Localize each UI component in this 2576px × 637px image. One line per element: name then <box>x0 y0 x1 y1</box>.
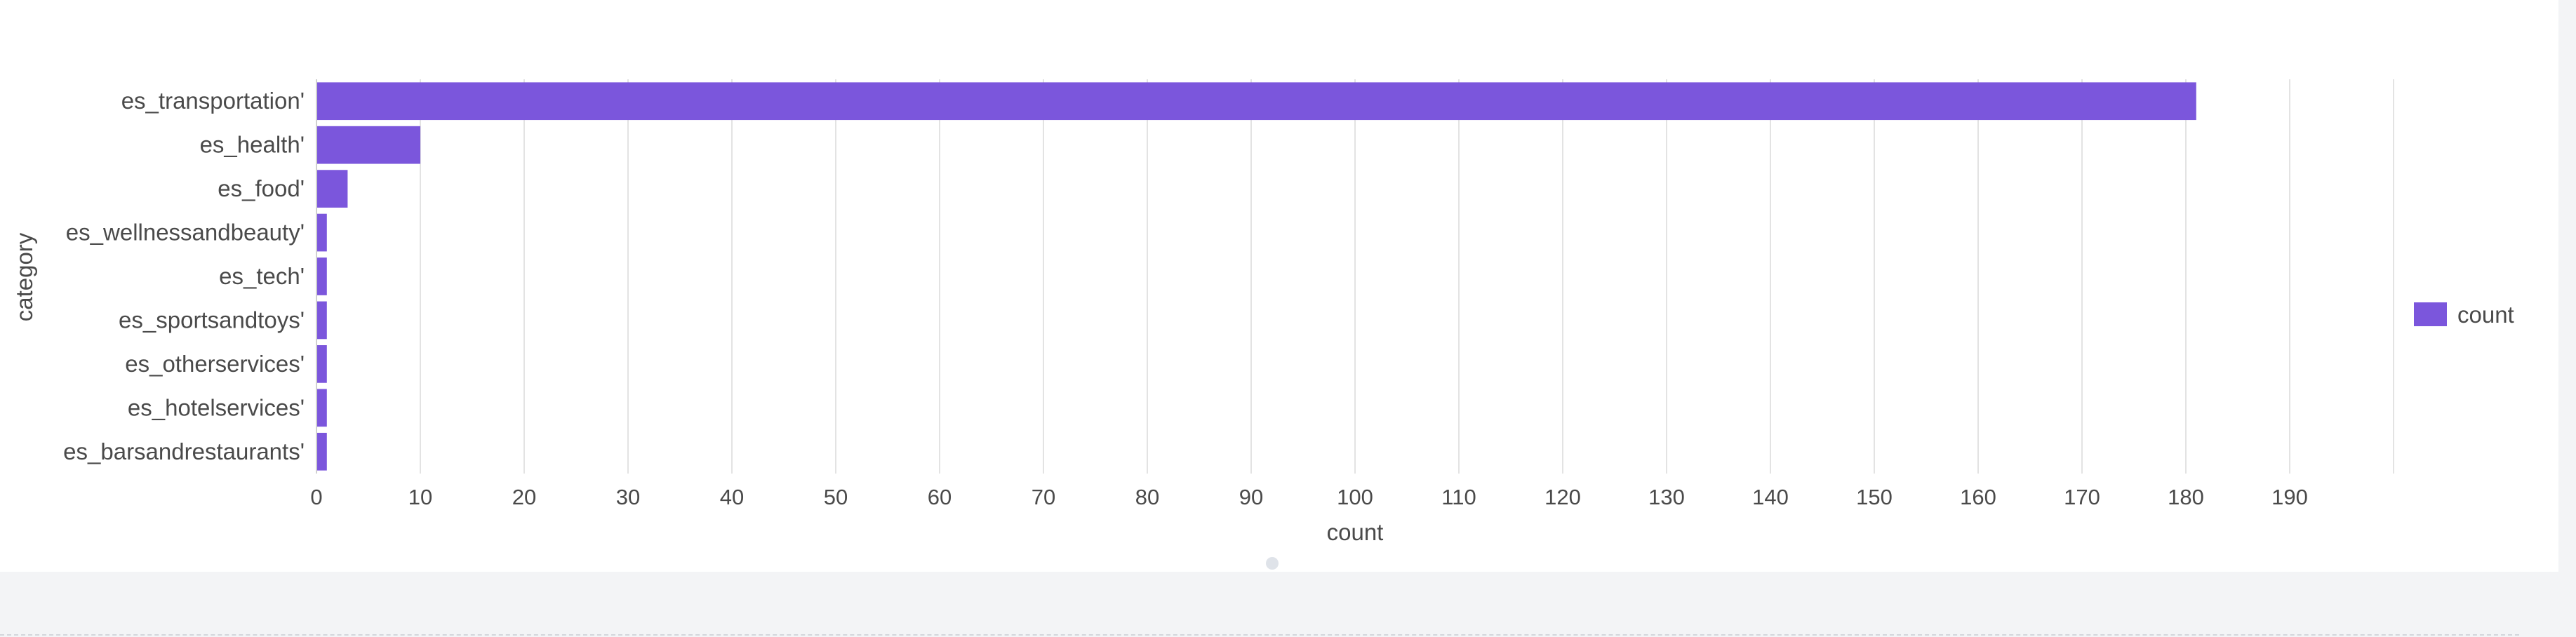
bar[interactable] <box>316 432 327 471</box>
x-tick-label: 100 <box>1337 485 1373 509</box>
y-tick-label: es_wellnessandbeauty' <box>66 220 305 246</box>
y-tick-label: es_otherservices' <box>125 351 305 377</box>
x-tick-label: 160 <box>1960 485 1996 509</box>
y-tick-label: es_barsandrestaurants' <box>63 438 305 464</box>
bar-chart: es_transportation' es_health' es_food' es_w… <box>11 79 2514 545</box>
grid-lines <box>420 79 2394 474</box>
bar[interactable] <box>316 345 327 383</box>
x-tick-label: 30 <box>616 485 640 509</box>
scrollbar-track[interactable] <box>2558 0 2576 572</box>
x-tick-label: 110 <box>1441 485 1476 509</box>
y-tick-labels: es_transportation' es_health' es_food' es_w… <box>63 88 305 464</box>
y-tick-label: es_hotelservices' <box>128 394 305 420</box>
legend[interactable]: count <box>2414 302 2514 328</box>
y-tick-label: es_health' <box>200 132 305 158</box>
x-tick-label: 60 <box>928 485 952 509</box>
x-tick-label: 180 <box>2168 485 2204 509</box>
bar[interactable] <box>316 257 327 295</box>
y-tick-label: es_transportation' <box>121 88 305 114</box>
x-tick-label: 0 <box>310 485 322 509</box>
y-tick-label: es_food' <box>218 175 305 201</box>
bar[interactable] <box>316 213 327 252</box>
x-tick-label: 10 <box>408 485 432 509</box>
x-tick-label: 190 <box>2271 485 2308 509</box>
x-tick-label: 20 <box>512 485 536 509</box>
bar[interactable] <box>316 170 348 208</box>
bar[interactable] <box>316 389 327 427</box>
x-tick-label: 140 <box>1752 485 1789 509</box>
y-axis-title: category <box>11 232 37 321</box>
bar[interactable] <box>316 82 2196 121</box>
x-tick-label: 50 <box>824 485 848 509</box>
x-tick-label: 130 <box>1648 485 1685 509</box>
x-tick-label: 120 <box>1544 485 1581 509</box>
x-tick-label: 80 <box>1135 485 1159 509</box>
chart-panel: es_transportation' es_health' es_food' es_w… <box>0 0 2558 572</box>
x-tick-label: 150 <box>1856 485 1893 509</box>
x-tick-label: 40 <box>720 485 744 509</box>
y-tick-label: es_sportsandtoys' <box>119 307 305 333</box>
y-tick-label: es_tech' <box>219 263 305 289</box>
x-tick-label: 70 <box>1032 485 1055 509</box>
bars <box>316 82 2196 471</box>
x-tick-labels: 0 10 20 30 40 50 60 70 80 90 100 110 120 130 140 150 160… <box>310 485 2307 509</box>
x-axis-title: count <box>1327 519 1384 545</box>
section-divider <box>0 634 2519 636</box>
bar[interactable] <box>316 126 420 164</box>
legend-swatch <box>2414 302 2447 326</box>
x-tick-label: 90 <box>1239 485 1263 509</box>
resize-handle[interactable] <box>1266 557 1279 570</box>
legend-label: count <box>2457 302 2514 328</box>
x-tick-label: 170 <box>2064 485 2100 509</box>
bar[interactable] <box>316 301 327 340</box>
